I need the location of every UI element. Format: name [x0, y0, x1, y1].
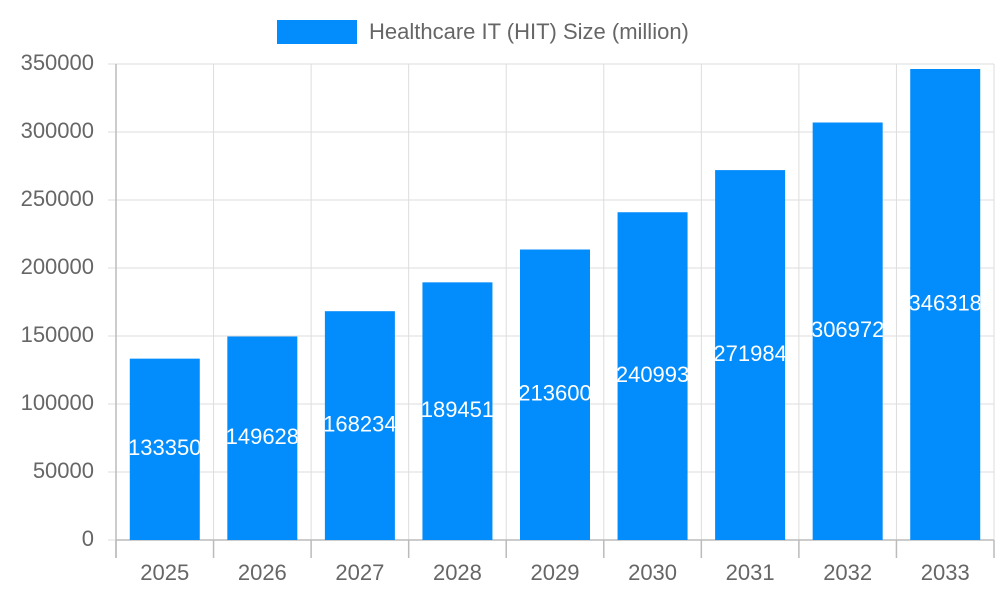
x-tick-label: 2033 — [921, 560, 970, 585]
x-tick-label: 2029 — [531, 560, 580, 585]
bar — [910, 69, 981, 541]
bar — [227, 336, 298, 540]
bar — [617, 212, 688, 541]
data-label: 189451 — [421, 397, 494, 422]
bar — [715, 170, 786, 541]
data-label: 168234 — [323, 411, 396, 436]
x-tick-label: 2025 — [140, 560, 189, 585]
x-tick-label: 2028 — [433, 560, 482, 585]
x-tick-label: 2032 — [823, 560, 872, 585]
x-tick-label: 2026 — [238, 560, 287, 585]
bar — [324, 311, 395, 540]
data-label: 306972 — [811, 317, 884, 342]
bar — [129, 358, 200, 540]
x-tick-label: 2030 — [628, 560, 677, 585]
y-tick-label: 50000 — [33, 458, 94, 483]
x-tick-label: 2027 — [335, 560, 384, 585]
data-label: 346318 — [909, 290, 982, 315]
data-label: 149628 — [226, 424, 299, 449]
y-tick-label: 200000 — [21, 254, 94, 279]
data-label: 240993 — [616, 362, 689, 387]
y-tick-label: 100000 — [21, 390, 94, 415]
bar — [422, 282, 493, 540]
y-tick-label: 300000 — [21, 118, 94, 143]
data-label: 213600 — [518, 381, 591, 406]
bar — [520, 249, 590, 540]
y-tick-label: 250000 — [21, 186, 94, 211]
x-tick-label: 2031 — [726, 560, 775, 585]
legend-swatch — [277, 20, 357, 44]
y-tick-label: 150000 — [21, 322, 94, 347]
y-tick-label: 0 — [82, 526, 94, 551]
data-label: 133350 — [128, 435, 201, 460]
bar — [812, 122, 883, 541]
legend-label: Healthcare IT (HIT) Size (million) — [369, 19, 689, 44]
data-label: 271984 — [713, 341, 786, 366]
y-tick-label: 350000 — [21, 50, 94, 75]
